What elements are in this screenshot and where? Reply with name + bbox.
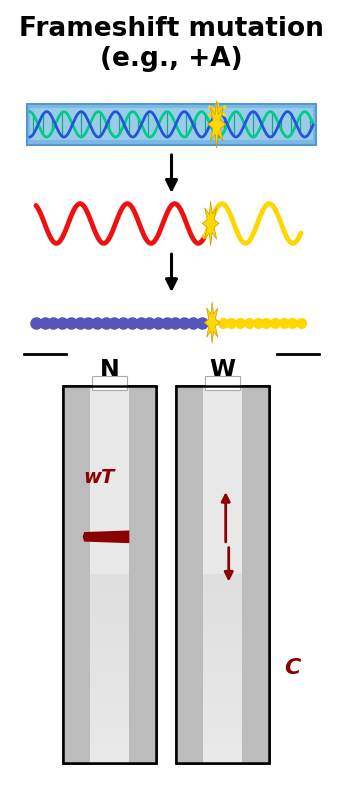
Text: (e.g., +A): (e.g., +A) [100,45,243,72]
Bar [92,376,127,390]
Bar [90,593,129,612]
Bar [63,386,90,763]
Bar [205,376,240,390]
Bar [203,612,242,631]
Polygon shape [204,302,220,343]
Bar [242,386,269,763]
Bar [203,575,242,593]
Bar [129,386,156,763]
Text: W: W [210,358,236,382]
Bar [176,386,269,763]
Bar [90,631,129,650]
Bar [90,688,129,706]
Bar [27,103,316,145]
Polygon shape [208,100,226,148]
Bar [203,725,242,744]
Bar [203,688,242,706]
Bar [90,650,129,669]
Bar [176,386,269,763]
Bar [203,386,242,763]
Bar [90,669,129,688]
Bar [90,612,129,631]
Bar [176,386,203,763]
Bar [203,706,242,725]
Bar [90,706,129,725]
Text: C: C [284,657,301,677]
Polygon shape [202,201,219,246]
Bar [203,650,242,669]
Bar [203,593,242,612]
Text: wT: wT [84,468,115,487]
Bar [203,669,242,688]
Bar [90,744,129,763]
Text: Frameshift mutation: Frameshift mutation [19,16,324,42]
Bar [90,575,129,593]
Bar [203,631,242,650]
Bar [90,725,129,744]
Bar [30,108,313,140]
Bar [203,744,242,763]
Text: N: N [100,358,120,382]
Bar [63,386,156,763]
Polygon shape [83,530,129,543]
Bar [63,386,156,763]
Text: *: * [206,101,227,139]
Bar [90,386,129,763]
